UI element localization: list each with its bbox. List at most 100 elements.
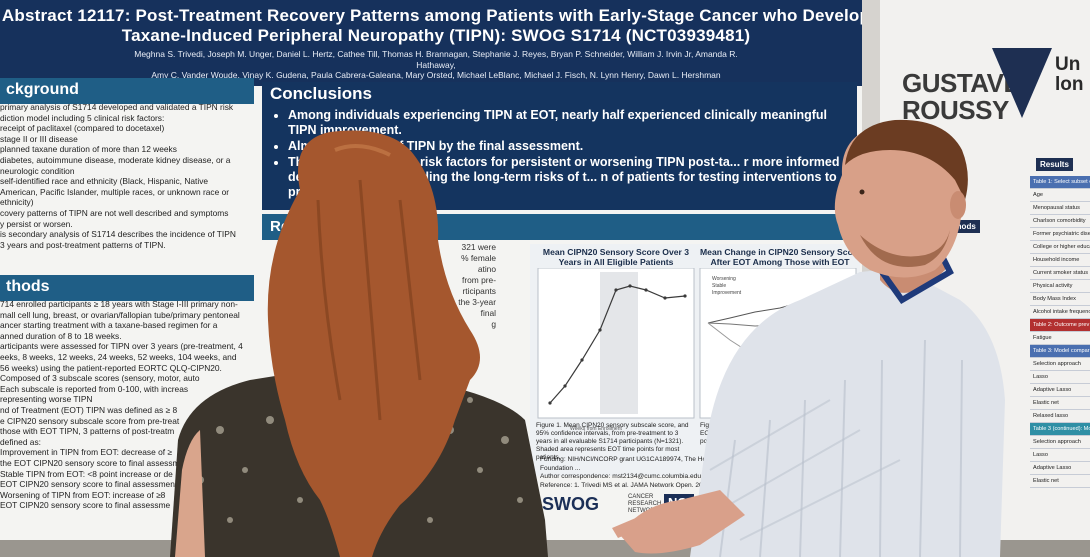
side-table-row: Table 2: Outcome prev [1030,319,1090,332]
side-table-row: Former psychiatric disease [1030,228,1090,241]
methods-line: mall cell lung, breast, or ovarian/fallo… [0,309,240,320]
legend-worsening: Worsening [712,276,736,282]
background-line: receipt of paclitaxel (compared to docet… [0,123,165,134]
background-line: American, Pacific Islander, multiple rac… [0,186,230,197]
results-line: final [480,308,496,318]
figure-plots: Weeks from Enrollment Worsening Stable I… [537,268,857,432]
poster-authors: Meghna S. Trivedi, Joseph M. Unger, Dani… [0,49,872,81]
figure-1-title: Mean CIPN20 Sensory Score Over 3 Years i… [542,247,690,267]
side-poster-triangle-icon [992,48,1052,118]
authors-line-1: Meghna S. Trivedi, Joseph M. Unger, Dani… [134,49,738,70]
side-table-row: Menopausal status [1030,202,1090,215]
background-line: 3 years and post-treatment patterns of T… [0,239,166,250]
background-text: primary analysis of S1714 developed and … [0,102,250,250]
side-table-row: Age [1030,189,1090,202]
results-text: 321 were% female atino from pre-rticipants… [262,242,532,330]
side-table-row: Adaptive Lasso [1030,462,1090,475]
results-line: from pre- [462,275,496,285]
methods-line: nd of Treatment (EOT) TIPN was defined a… [0,404,178,415]
side-table-row: Selection approach [1030,358,1090,371]
side-table-row: Relaxed lasso [1030,410,1090,423]
side-table-row: College or higher education [1030,241,1090,254]
results-line: the 3-year [458,297,496,307]
conclusions-heading: Conclusions [270,84,373,103]
conclusion-item: Among individuals experiencing TIPN at E… [288,108,857,138]
side-table-row: Selection approach [1030,436,1090,449]
methods-line: defined as: [0,436,41,447]
contact-text: Author correspondence: mst2134@cumc.colu… [540,473,701,480]
side-results-heading: Results [1036,158,1073,171]
methods-line: EOT CIPN20 sensory score to final assess… [0,479,175,490]
side-table-row: Lasso [1030,371,1090,384]
methods-line: Stable TIPN from EOT: <8 point increase … [0,468,173,479]
poster-title-line-1: Abstract 12117: Post-Treatment Recovery … [1,6,871,25]
swog-logo-subtitle: CANCER RESEARCH NETWORK [628,494,662,514]
results-line: % female [461,253,496,263]
side-table-row: Physical activity [1030,280,1090,293]
methods-line: Each subscale is reported from 0-100, wi… [0,383,189,394]
reference-text: Reference: 1. Trivedi MS et al. JAMA Net… [540,481,712,489]
poster-left-column: ckground primary analysis of S1714 devel… [0,78,262,557]
conclusion-item: Almost ... sening of TIPN by the final a… [288,139,857,154]
methods-line: representing worse TIPN [0,394,93,405]
methods-line: Improvement in TIPN from EOT: decrease o… [0,447,173,458]
results-line: 321 were [461,242,496,252]
swog-logo: SWOG [542,494,599,514]
side-table-row: Lasso [1030,449,1090,462]
methods-line: 56 weeks) using the patient-reported EOR… [0,362,222,373]
background-line: planned taxane duration of more than 12 … [0,144,177,155]
poster-title-line-2: Taxane-Induced Peripheral Neuropathy (TI… [121,26,751,45]
poster-header: Abstract 12117: Post-Treatment Recovery … [0,0,872,86]
floor [0,540,1090,557]
side-table-row: Elastic net [1030,397,1090,410]
side-table-row: Body Mass Index [1030,293,1090,306]
results-line: atino [477,264,496,274]
background-line: is secondary analysis of S1714 describes… [0,229,236,240]
methods-line: the EOT CIPN20 sensory score to final as… [0,457,180,468]
results-line: rticipants [462,286,496,296]
results-line: g [491,319,496,329]
methods-line: Composed of 3 subscale scores (sensory, … [0,373,200,384]
side-table-row: Charlson comorbidity [1030,215,1090,228]
side-poster-table: Table 1: Select subset c Age Menopausal st… [1030,176,1090,488]
side-methods-heading: thods [950,220,980,233]
background-line: stage II or III disease [0,133,78,144]
legend-improvement: Improvement [712,290,742,296]
background-line: ethnicity) [0,197,34,208]
side-table-row: Alcohol intake frequency [1030,306,1090,319]
funding-text: Funding: NIH/NCI/NCORP grant UG1CA189974… [540,456,714,472]
side-table-row: Table 1: Select subset c [1030,176,1090,189]
side-table-row: Table 3: Model compar [1030,345,1090,358]
background-line: diabetes, autoimmune disease, moderate k… [0,154,231,165]
side-table-row: Current smoker status [1030,267,1090,280]
background-line: y persist or worsen. [0,218,73,229]
side-table-row: Fatigue [1030,332,1090,345]
methods-line: Worsening of TIPN from EOT: increase of … [0,489,166,500]
methods-line: EOT CIPN20 sensory score to final assess… [0,500,171,511]
background-line: primary analysis of S1714 developed and … [0,102,234,112]
methods-line: articipants were assessed for TIPN over … [0,341,243,352]
authors-line-2: Amy C. Vander Woude, Vinay K. Gudena, Pa… [151,70,721,80]
poster-title: Abstract 12117: Post-Treatment Recovery … [0,6,872,46]
side-table-row: Table 3 (continued): Mod [1030,423,1090,436]
methods-line: anned duration of 8 to 18 weeks. [0,330,122,341]
methods-line: 714 enrolled participants ≥ 18 years wit… [0,299,238,309]
figure-1-xlabel: Weeks from Enrollment [570,426,622,432]
conclusion-item: The ... and correlative risk factors for… [288,155,857,200]
gustave-roussy-logo: GUSTAVE ROUSSY [902,68,1021,125]
poster-logos: SWOG CANCER RESEARCH NETWORK NCI [540,490,730,520]
side-table-row: Household income [1030,254,1090,267]
conclusions-list: Among individuals experiencing TIPN at E… [262,108,857,200]
figures-panel: Mean CIPN20 Sensory Score Over 3 Years i… [530,244,860,476]
figure-2-caption: Figure 2. Mean change in CIPN20 ... scor… [700,422,855,445]
legend-stable: Stable [712,283,726,289]
nci-logo: NCI [664,494,695,511]
background-line: neurologic condition [0,165,75,176]
background-line: self-identified race and ethnicity (Blac… [0,176,209,187]
background-heading: ckground [0,78,254,104]
methods-line: ancer starting treatment with a taxane-b… [0,320,218,331]
side-poster-title: Un lon [1055,54,1084,95]
poster-footer: Funding: NIH/NCI/NCORP grant UG1CA189974… [540,456,735,538]
background-line: covery patterns of TIPN are not well des… [0,207,229,218]
methods-heading: thods [0,275,254,301]
